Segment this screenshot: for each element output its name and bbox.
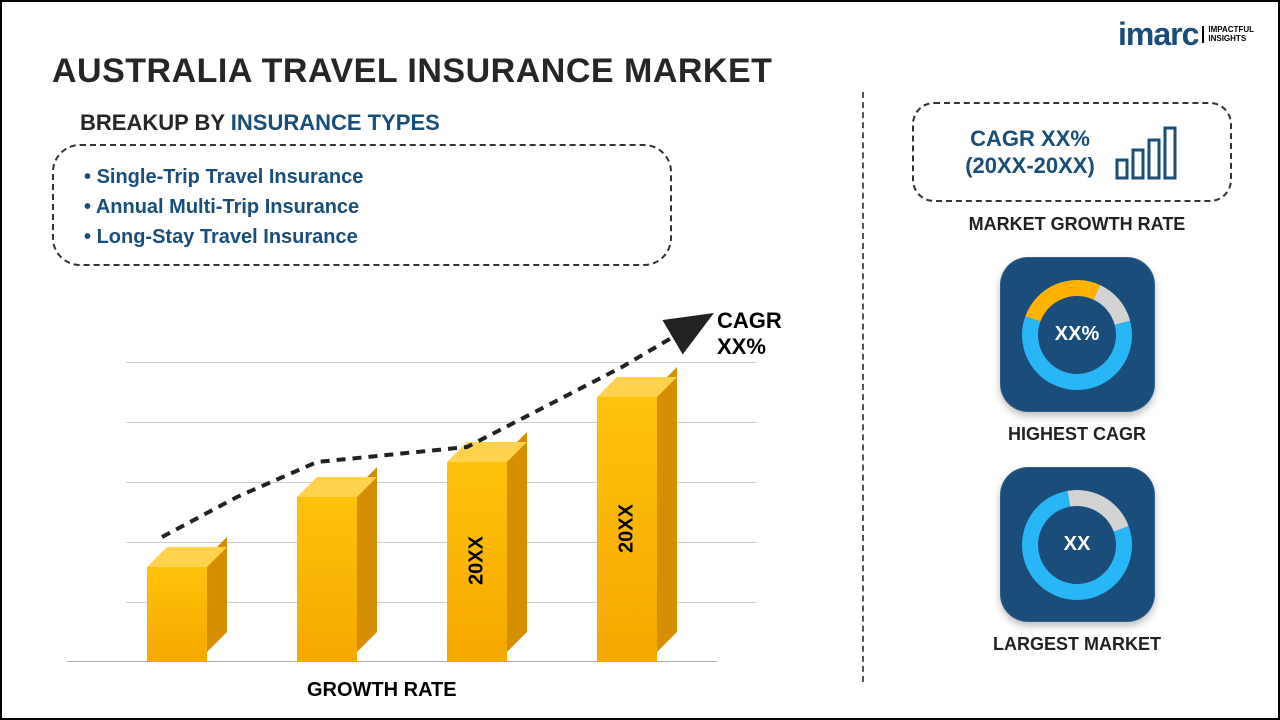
largest-market-value: XX (1064, 533, 1091, 556)
cagr-annotation: CAGR XX% (717, 308, 787, 360)
logo-text: imarc (1118, 16, 1198, 53)
subtitle-accent: INSURANCE TYPES (231, 110, 440, 135)
chart-bar: 20XX (597, 397, 657, 662)
chart-bar (147, 567, 207, 662)
bar-growth-icon (1113, 122, 1179, 182)
list-item: Long-Stay Travel Insurance (84, 222, 640, 252)
breakup-subtitle: BREAKUP BY INSURANCE TYPES (80, 110, 440, 136)
bar-label: 20XX (616, 504, 639, 553)
list-item: Single-Trip Travel Insurance (84, 162, 640, 192)
donut-chart-highest-cagr (1012, 270, 1142, 400)
list-item: Annual Multi-Trip Insurance (84, 192, 640, 222)
market-growth-rate-label: MARKET GROWTH RATE (912, 214, 1242, 235)
cagr-summary-text: CAGR XX% (20XX-20XX) (965, 125, 1095, 180)
highest-cagr-label: HIGHEST CAGR (912, 424, 1242, 445)
x-axis-label: GROWTH RATE (307, 679, 457, 702)
section-divider (862, 92, 864, 682)
cagr-summary-box: CAGR XX% (20XX-20XX) (912, 102, 1232, 202)
cagr-line2: (20XX-20XX) (965, 152, 1095, 180)
largest-market-label: LARGEST MARKET (912, 634, 1242, 655)
page-title: AUSTRALIA TRAVEL INSURANCE MARKET (52, 52, 772, 91)
insurance-types-list: Single-Trip Travel Insurance Annual Mult… (84, 162, 640, 252)
highest-cagr-card: XX% (1000, 257, 1155, 412)
chart-bar (297, 497, 357, 662)
right-panel: CAGR XX% (20XX-20XX) MARKET GROWTH RATE … (912, 102, 1242, 655)
insurance-types-box: Single-Trip Travel Insurance Annual Mult… (52, 144, 672, 266)
growth-bar-chart: 20XX20XX CAGR XX% GROWTH RATE (67, 302, 787, 662)
chart-bar: 20XX (447, 462, 507, 662)
largest-market-card: XX (1000, 467, 1155, 622)
cagr-line1: CAGR XX% (965, 125, 1095, 153)
donut-chart-largest-market (1012, 480, 1142, 610)
highest-cagr-value: XX% (1055, 323, 1099, 346)
bar-label: 20XX (466, 536, 489, 585)
logo-tagline: IMPACTFUL INSIGHTS (1202, 26, 1254, 44)
brand-logo: imarc IMPACTFUL INSIGHTS (1118, 16, 1254, 53)
subtitle-prefix: BREAKUP BY (80, 110, 231, 135)
